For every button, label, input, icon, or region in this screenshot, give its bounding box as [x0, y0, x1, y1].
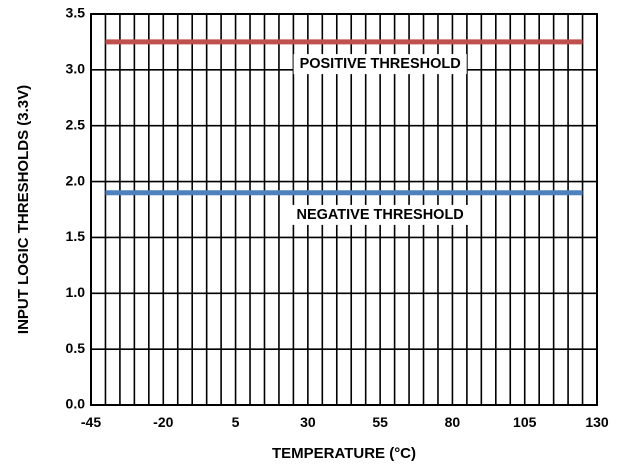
positive-threshold-annotation: POSITIVE THRESHOLD: [293, 54, 467, 75]
axis-ticks: -45 -20 5 30 55 80 105 130 0.0 0.5 1.0 1.5 2.0 2.5 3.0…: [66, 5, 609, 430]
x-tick-label: 105: [513, 414, 537, 430]
y-tick-label: 1.0: [66, 284, 86, 300]
annotation-background: [290, 204, 470, 225]
y-tick-label: 0.0: [66, 396, 86, 412]
negative-threshold-annotation: NEGATIVE THRESHOLD: [290, 204, 470, 225]
x-tick-label: 5: [232, 414, 240, 430]
y-axis-title: INPUT LOGIC THRESHOLDS (3.3V): [15, 85, 32, 334]
plot-frame: [90, 13, 598, 406]
y-tick-label: 0.5: [66, 340, 86, 356]
x-axis-title: TEMPERATURE (°C): [272, 445, 416, 462]
y-tick-label: 3.5: [66, 5, 86, 21]
y-tick-label: 3.0: [66, 61, 86, 77]
y-tick-label: 1.5: [66, 228, 86, 244]
x-tick-label: -20: [153, 414, 173, 430]
x-tick-label: 30: [300, 414, 316, 430]
annotation-background: [293, 54, 467, 75]
y-tick-label: 2.0: [66, 172, 86, 188]
annotation-label: POSITIVE THRESHOLD: [300, 56, 461, 72]
x-tick-label: -45: [81, 414, 101, 430]
annotations: POSITIVE THRESHOLD NEGATIVE THRESHOLD: [290, 54, 470, 225]
x-tick-label: 130: [585, 414, 609, 430]
x-tick-label: 80: [445, 414, 461, 430]
series-lines: [105, 39, 583, 196]
annotation-label: NEGATIVE THRESHOLD: [296, 207, 463, 223]
y-tick-label: 2.5: [66, 116, 86, 132]
x-tick-label: 55: [372, 414, 388, 430]
